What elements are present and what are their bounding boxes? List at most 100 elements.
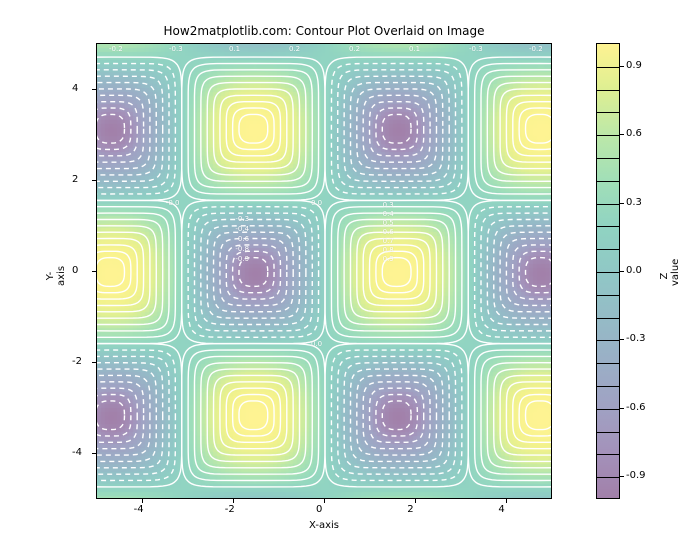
plot-title: How2matplotlib.com: Contour Plot Overlai…: [96, 24, 552, 38]
colorbar-tick-label: 0.9: [626, 60, 642, 71]
y-axis-label: Y-axis: [45, 266, 67, 286]
contour-line: [214, 375, 294, 455]
contour-line: [97, 213, 169, 331]
contour-line: [357, 89, 437, 169]
contour-line: [97, 232, 150, 312]
contour-line: [226, 245, 280, 299]
colorbar-level-line: [597, 135, 619, 136]
colorbar-level-line: [597, 432, 619, 433]
contour-line: [325, 57, 468, 200]
colorbar-level-line: [597, 226, 619, 227]
colorbar-level-line: [597, 340, 619, 341]
y-tick: [92, 362, 96, 363]
contour-line: [97, 220, 163, 325]
contour-line: [513, 245, 552, 299]
colorbar-level-line: [597, 477, 619, 478]
y-tick-label: -4: [72, 447, 90, 458]
colorbar-level-line: [597, 67, 619, 68]
colorbar-tick: [620, 408, 624, 409]
contour-line: [182, 344, 325, 487]
x-tick-label: -4: [134, 504, 144, 515]
x-tick-label: 0: [316, 504, 322, 515]
contour-line: [97, 76, 163, 181]
colorbar-level-line: [597, 158, 619, 159]
contour-line: [97, 363, 163, 468]
contour-line: [357, 232, 437, 312]
y-tick: [92, 271, 96, 272]
contour-line: [370, 388, 424, 442]
x-axis-label: X-axis: [96, 520, 552, 531]
x-tick: [324, 499, 325, 503]
colorbar-tick: [620, 339, 624, 340]
colorbar-tick-label: -0.6: [626, 402, 646, 413]
x-tick-label: -2: [225, 504, 235, 515]
contour-line: [325, 344, 468, 487]
colorbar-level-line: [597, 249, 619, 250]
y-tick: [92, 453, 96, 454]
contour-line: [526, 114, 553, 143]
figure: How2matplotlib.com: Contour Plot Overlai…: [0, 0, 700, 560]
y-tick-label: -2: [72, 356, 90, 367]
contour-line: [239, 401, 268, 430]
contour-line: [97, 83, 156, 175]
colorbar-tick: [620, 271, 624, 272]
y-tick: [92, 89, 96, 90]
y-tick: [92, 180, 96, 181]
contour-line: [481, 213, 552, 331]
contour-line: [526, 401, 553, 430]
contour-line: [207, 83, 299, 175]
contour-line: [344, 76, 449, 181]
x-tick: [233, 499, 234, 503]
colorbar-tick-label: -0.3: [626, 333, 646, 344]
x-tick-label: 2: [407, 504, 413, 515]
contour-line: [182, 200, 325, 343]
contour-line: [207, 226, 299, 318]
contour-line: [97, 89, 150, 169]
colorbar-level-line: [597, 295, 619, 296]
contour-line: [97, 114, 125, 143]
contour-line: [481, 356, 552, 474]
colorbar-level-line: [597, 386, 619, 387]
colorbar-level-line: [597, 204, 619, 205]
contour-line: [481, 70, 552, 188]
contour-layer: [97, 44, 552, 499]
y-tick-label: 0: [72, 265, 90, 276]
contour-line: [214, 232, 294, 312]
colorbar-level-line: [597, 409, 619, 410]
contour-line: [370, 245, 424, 299]
x-tick: [506, 499, 507, 503]
y-tick-label: 2: [72, 174, 90, 185]
colorbar-level-line: [597, 318, 619, 319]
colorbar-level-line: [597, 90, 619, 91]
contour-line: [97, 70, 169, 188]
contour-line: [97, 356, 169, 474]
contour-line: [182, 57, 325, 200]
contour-line: [239, 258, 268, 287]
contour-line: [214, 89, 294, 169]
contour-line: [344, 220, 449, 325]
colorbar-level-line: [597, 272, 619, 273]
x-tick-label: 4: [498, 504, 504, 515]
colorbar: [596, 43, 620, 499]
contour-line: [239, 114, 268, 143]
contour-line: [207, 369, 299, 461]
colorbar-label: Z value: [659, 266, 681, 286]
colorbar-tick: [620, 476, 624, 477]
contour-line: [97, 369, 156, 461]
contour-line: [226, 388, 280, 442]
colorbar-level-line: [597, 181, 619, 182]
contour-line: [325, 200, 468, 343]
y-tick-label: 4: [72, 83, 90, 94]
x-tick: [415, 499, 416, 503]
contour-line: [382, 114, 411, 143]
colorbar-level-line: [597, 112, 619, 113]
contour-line: [382, 258, 411, 287]
contour-line: [97, 375, 150, 455]
colorbar-tick-label: -0.9: [626, 470, 646, 481]
colorbar-tick-label: 0.3: [626, 197, 642, 208]
colorbar-tick-label: 0.6: [626, 128, 642, 139]
contour-line: [97, 401, 125, 430]
contour-line: [201, 76, 306, 181]
colorbar-tick: [620, 134, 624, 135]
contour-line: [357, 375, 437, 455]
